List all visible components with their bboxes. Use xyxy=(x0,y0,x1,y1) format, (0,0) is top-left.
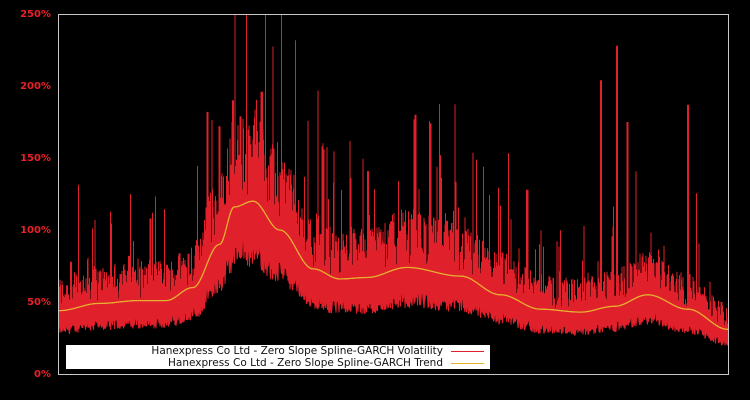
legend-swatch-volatility xyxy=(451,350,484,352)
volatility-series xyxy=(58,14,729,346)
volatility-line xyxy=(58,14,729,346)
y-tick-200: 200% xyxy=(20,81,51,92)
legend-label-trend: Hanexpress Co Ltd - Zero Slope Spline-GA… xyxy=(168,357,443,369)
trend-series xyxy=(59,200,729,331)
y-tick-50: 50% xyxy=(27,297,51,308)
chart-legend: Hanexpress Co Ltd - Zero Slope Spline-GA… xyxy=(66,345,490,369)
y-tick-250: 250% xyxy=(20,9,51,20)
legend-label-volatility: Hanexpress Co Ltd - Zero Slope Spline-GA… xyxy=(151,345,443,357)
y-tick-0: 0% xyxy=(34,369,51,380)
plot-frame xyxy=(58,14,729,375)
y-tick-100: 100% xyxy=(20,225,51,236)
legend-swatch-trend xyxy=(451,362,484,364)
legend-item-volatility: Hanexpress Co Ltd - Zero Slope Spline-GA… xyxy=(151,345,484,357)
y-tick-150: 150% xyxy=(20,153,51,164)
legend-item-trend: Hanexpress Co Ltd - Zero Slope Spline-GA… xyxy=(168,357,484,369)
